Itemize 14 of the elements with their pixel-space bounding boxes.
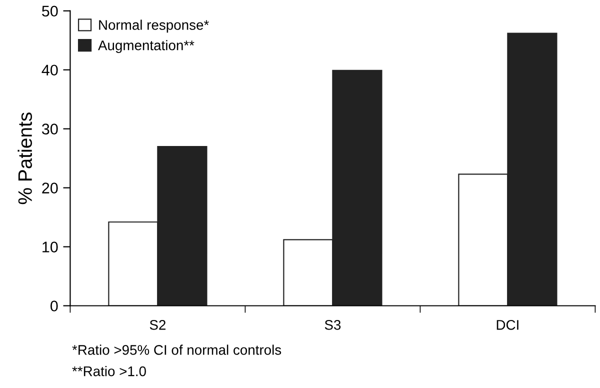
y-tick-label: 10 <box>42 242 58 252</box>
y-tick-label: 0 <box>50 300 58 312</box>
y-axis-title: % Patients <box>18 112 32 204</box>
legend-label: Augmentation** <box>98 40 194 54</box>
x-tick-label: S2 <box>150 320 166 330</box>
y-tick-label: 30 <box>42 124 58 134</box>
x-tick-label: DCI <box>496 320 518 330</box>
text: **Ratio >1.0 <box>72 366 146 376</box>
x-tick-label: S3 <box>324 320 341 330</box>
y-tick-label: 50 <box>42 6 58 17</box>
y-tick-label: 40 <box>42 64 58 76</box>
text: *Ratio >95% CI of normal controls <box>72 344 282 355</box>
y-tick-label: 20 <box>42 182 58 194</box>
legend-label: Normal response* <box>99 20 209 33</box>
